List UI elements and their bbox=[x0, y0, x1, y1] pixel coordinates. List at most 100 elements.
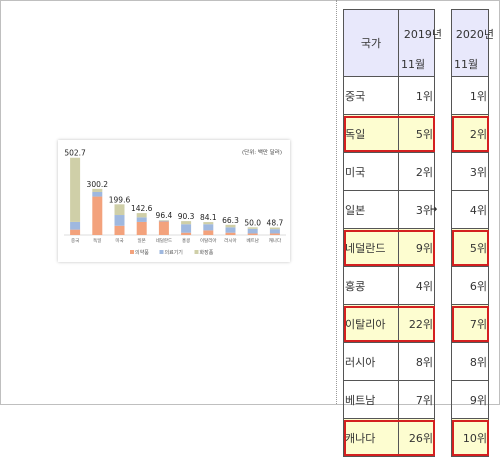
total-label: 48.7 bbox=[267, 219, 284, 228]
category-label: 캐나다 bbox=[269, 237, 282, 244]
rank-2019-cell: 4위 bbox=[398, 266, 435, 305]
legend-swatch-1 bbox=[130, 250, 134, 254]
category-label: 홍콩 bbox=[182, 237, 190, 244]
bar-segment-2 bbox=[136, 217, 147, 222]
category-label: 네덜란드 bbox=[156, 237, 173, 244]
table-row: 독일 5위 bbox=[343, 114, 435, 153]
bar-segment-2 bbox=[158, 220, 169, 222]
ranking-table-2020: 2020년 11월 1위 2위 3위 4위 5위 6위 7위 8위 9위 10위 bbox=[451, 9, 494, 457]
rank-2020-cell: 4위 bbox=[451, 190, 489, 229]
table-row: 2위 bbox=[451, 114, 489, 153]
category-label: 러시아 bbox=[224, 237, 237, 244]
rank-2019-cell: 26위 bbox=[398, 418, 435, 457]
rank-2019-cell: 7위 bbox=[398, 380, 435, 419]
country-cell: 네덜란드 bbox=[343, 228, 399, 267]
rank-2020-cell: 6위 bbox=[451, 266, 489, 305]
total-label: 84.1 bbox=[200, 213, 217, 222]
bar-segment-1 bbox=[136, 221, 147, 235]
bar-segment-3 bbox=[92, 188, 103, 192]
header-month-2019: 11월 bbox=[401, 58, 426, 71]
table-row: 캐나다 26위 bbox=[343, 418, 435, 457]
header-country-cell: 국가 bbox=[343, 9, 399, 77]
export-chart: (단위: 백만 달러) 502.7 중국 300.2 독일 199.6 미국 142.6 일본 9… bbox=[58, 140, 290, 262]
bar-segment-1 bbox=[247, 233, 258, 235]
table-row: 5위 bbox=[451, 228, 489, 267]
table-row: 미국 2위 bbox=[343, 152, 435, 191]
header-year-2020: 2020년 bbox=[455, 28, 494, 41]
country-cell: 일본 bbox=[343, 190, 399, 229]
category-label: 이탈리아 bbox=[200, 237, 217, 244]
rank-2020-cell: 5위 bbox=[451, 228, 489, 267]
bar-segment-1 bbox=[114, 225, 125, 235]
ranking-table-2019: 국가 2019년 11월 중국 1위 독일 5위 미국 2위 일본 3위 네덜란드 9위 홍콩 4위 이… bbox=[343, 9, 442, 457]
legend-swatch-2 bbox=[159, 250, 164, 254]
table-row: 일본 3위 bbox=[343, 190, 435, 229]
rank-2019-cell: 9위 bbox=[398, 228, 435, 267]
total-label: 50.0 bbox=[244, 218, 261, 227]
rank-2019-cell: 3위 bbox=[398, 190, 435, 229]
total-label: 199.6 bbox=[109, 195, 131, 204]
bar-segment-3 bbox=[158, 220, 169, 221]
column-divider bbox=[336, 0, 337, 404]
country-cell: 러시아 bbox=[343, 342, 399, 381]
bar-segment-2 bbox=[114, 215, 125, 226]
rank-2019-cell: 1위 bbox=[398, 76, 435, 115]
bar-segment-3 bbox=[269, 227, 280, 230]
table-header-row: 2020년 11월 bbox=[451, 9, 494, 77]
header-year-2020-cell: 2020년 11월 bbox=[451, 9, 494, 77]
table-row: 베트남 7위 bbox=[343, 380, 435, 419]
table-row: 러시아 8위 bbox=[343, 342, 435, 381]
country-cell: 독일 bbox=[343, 114, 399, 153]
legend-label-1: 의약품 bbox=[135, 249, 149, 256]
table-row: 중국 1위 bbox=[343, 76, 435, 115]
bar-segment-3 bbox=[247, 227, 258, 229]
table-row: 홍콩 4위 bbox=[343, 266, 435, 305]
category-label: 독일 bbox=[93, 237, 101, 244]
total-label: 300.2 bbox=[87, 180, 109, 189]
country-cell: 중국 bbox=[343, 76, 399, 115]
chart-svg: (단위: 백만 달러) 502.7 중국 300.2 독일 199.6 미국 142.6 일본 9… bbox=[64, 148, 286, 256]
bar-segment-1 bbox=[181, 232, 192, 235]
bar-segment-1 bbox=[269, 233, 280, 235]
header-country: 국가 bbox=[360, 37, 382, 50]
rank-2020-cell: 10위 bbox=[451, 418, 489, 457]
table-row: 9위 bbox=[451, 380, 489, 419]
unit-note: (단위: 백만 달러) bbox=[242, 148, 282, 156]
rank-2020-cell: 7위 bbox=[451, 304, 489, 343]
total-label: 90.3 bbox=[178, 212, 195, 221]
table-row: 3위 bbox=[451, 152, 489, 191]
bar-segment-2 bbox=[269, 229, 280, 234]
bar-segment-3 bbox=[203, 222, 214, 225]
rank-2020-cell: 3위 bbox=[451, 152, 489, 191]
table-row: 10위 bbox=[451, 418, 489, 457]
total-label: 66.3 bbox=[222, 216, 239, 225]
bar-segment-2 bbox=[70, 221, 81, 230]
bar-segment-2 bbox=[203, 224, 214, 231]
rank-2020-cell: 8위 bbox=[451, 342, 489, 381]
arrow-icon: ➔ bbox=[430, 205, 438, 215]
table-row: 이탈리아 22위 bbox=[343, 304, 435, 343]
bar-segment-1 bbox=[203, 230, 214, 235]
bar-segment-3 bbox=[136, 213, 147, 218]
rank-2019-cell: 2위 bbox=[398, 152, 435, 191]
category-label: 일본 bbox=[138, 237, 146, 244]
rank-2019-cell: 8위 bbox=[398, 342, 435, 381]
table-row: 6위 bbox=[451, 266, 489, 305]
total-label: 142.6 bbox=[131, 204, 153, 213]
rank-2020-cell: 9위 bbox=[451, 380, 489, 419]
table-row: 1위 bbox=[451, 76, 489, 115]
bar-segment-2 bbox=[247, 228, 258, 234]
total-label: 96.4 bbox=[156, 211, 173, 220]
country-cell: 캐나다 bbox=[343, 418, 399, 457]
header-year-2019: 2019년 bbox=[403, 28, 442, 41]
bar-segment-1 bbox=[158, 221, 169, 235]
bar-segment-2 bbox=[225, 227, 236, 233]
table-row: 8위 bbox=[451, 342, 489, 381]
bar-segment-2 bbox=[181, 224, 192, 233]
country-cell: 이탈리아 bbox=[343, 304, 399, 343]
bar-segment-3 bbox=[181, 221, 192, 225]
country-cell: 베트남 bbox=[343, 380, 399, 419]
country-cell: 미국 bbox=[343, 152, 399, 191]
country-cell: 홍콩 bbox=[343, 266, 399, 305]
bar-segment-2 bbox=[92, 191, 103, 197]
